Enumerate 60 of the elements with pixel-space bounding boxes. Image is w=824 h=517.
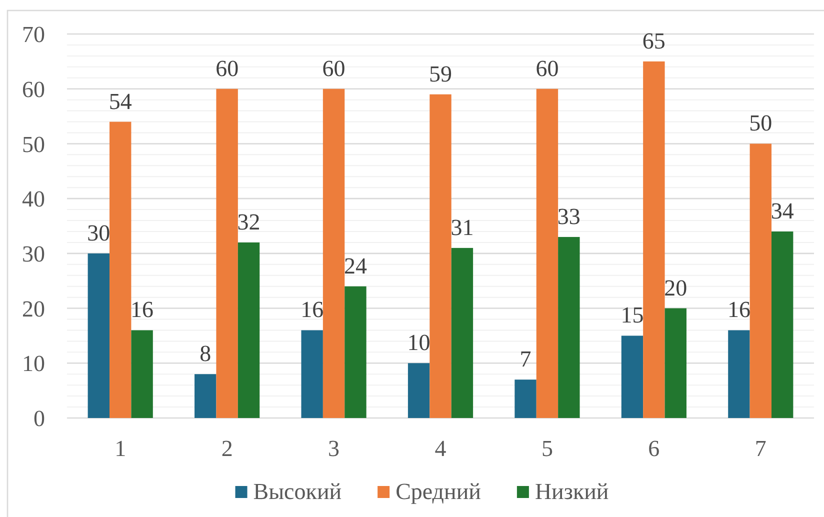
bar [408, 363, 430, 418]
data-label: 60 [322, 56, 346, 81]
data-label: 24 [344, 253, 368, 278]
bar [216, 88, 238, 418]
x-tick-label: 7 [754, 436, 766, 461]
bar [664, 308, 686, 418]
x-tick-label: 6 [648, 436, 660, 461]
bar [621, 336, 644, 418]
y-tick-label: 40 [22, 186, 45, 212]
data-label: 7 [520, 346, 532, 372]
data-label: 54 [108, 88, 132, 114]
y-tick-label: 30 [22, 241, 45, 266]
bar [451, 248, 474, 418]
bar [558, 236, 580, 418]
data-label: 20 [664, 275, 688, 300]
data-label: 34 [770, 198, 794, 224]
bar [643, 61, 665, 418]
bar [110, 122, 132, 418]
data-label: 15 [620, 302, 644, 328]
y-tick-label: 0 [34, 406, 45, 432]
data-label: 16 [727, 297, 750, 322]
bar [194, 374, 216, 418]
x-tick-label: 5 [541, 436, 553, 461]
bar [131, 330, 153, 418]
data-label: 8 [200, 341, 212, 366]
bar [301, 330, 323, 418]
data-label: 31 [450, 214, 474, 240]
bar [88, 253, 110, 418]
bar [750, 144, 772, 418]
y-tick-label: 10 [22, 351, 45, 376]
data-label: 33 [557, 204, 580, 229]
bar [536, 88, 558, 418]
data-label: 32 [237, 209, 260, 234]
x-tick-label: 3 [328, 436, 340, 461]
x-tick-label: 2 [221, 436, 233, 461]
legend-label: Высокий [253, 479, 342, 504]
bar [430, 94, 452, 418]
bar [344, 286, 366, 418]
bar [771, 231, 794, 418]
x-tick-label: 1 [114, 436, 126, 461]
data-label: 60 [536, 56, 559, 81]
bar [322, 88, 345, 418]
legend-label: Низкий [534, 479, 609, 504]
legend-label: Средний [396, 479, 481, 504]
bar [514, 380, 536, 418]
data-label: 50 [749, 110, 772, 136]
data-label: 16 [130, 297, 154, 322]
y-tick-label: 70 [22, 22, 45, 48]
bar [238, 242, 260, 418]
data-label: 65 [642, 28, 666, 54]
y-tick-label: 60 [22, 76, 45, 102]
bar [728, 330, 750, 418]
data-label: 16 [300, 297, 324, 322]
data-label: 10 [407, 330, 430, 356]
data-label: 59 [429, 61, 452, 86]
x-tick-label: 4 [434, 436, 447, 461]
y-tick-label: 20 [22, 296, 45, 322]
data-label: 60 [216, 56, 239, 81]
y-tick-label: 50 [22, 132, 45, 157]
data-label: 30 [87, 220, 110, 246]
